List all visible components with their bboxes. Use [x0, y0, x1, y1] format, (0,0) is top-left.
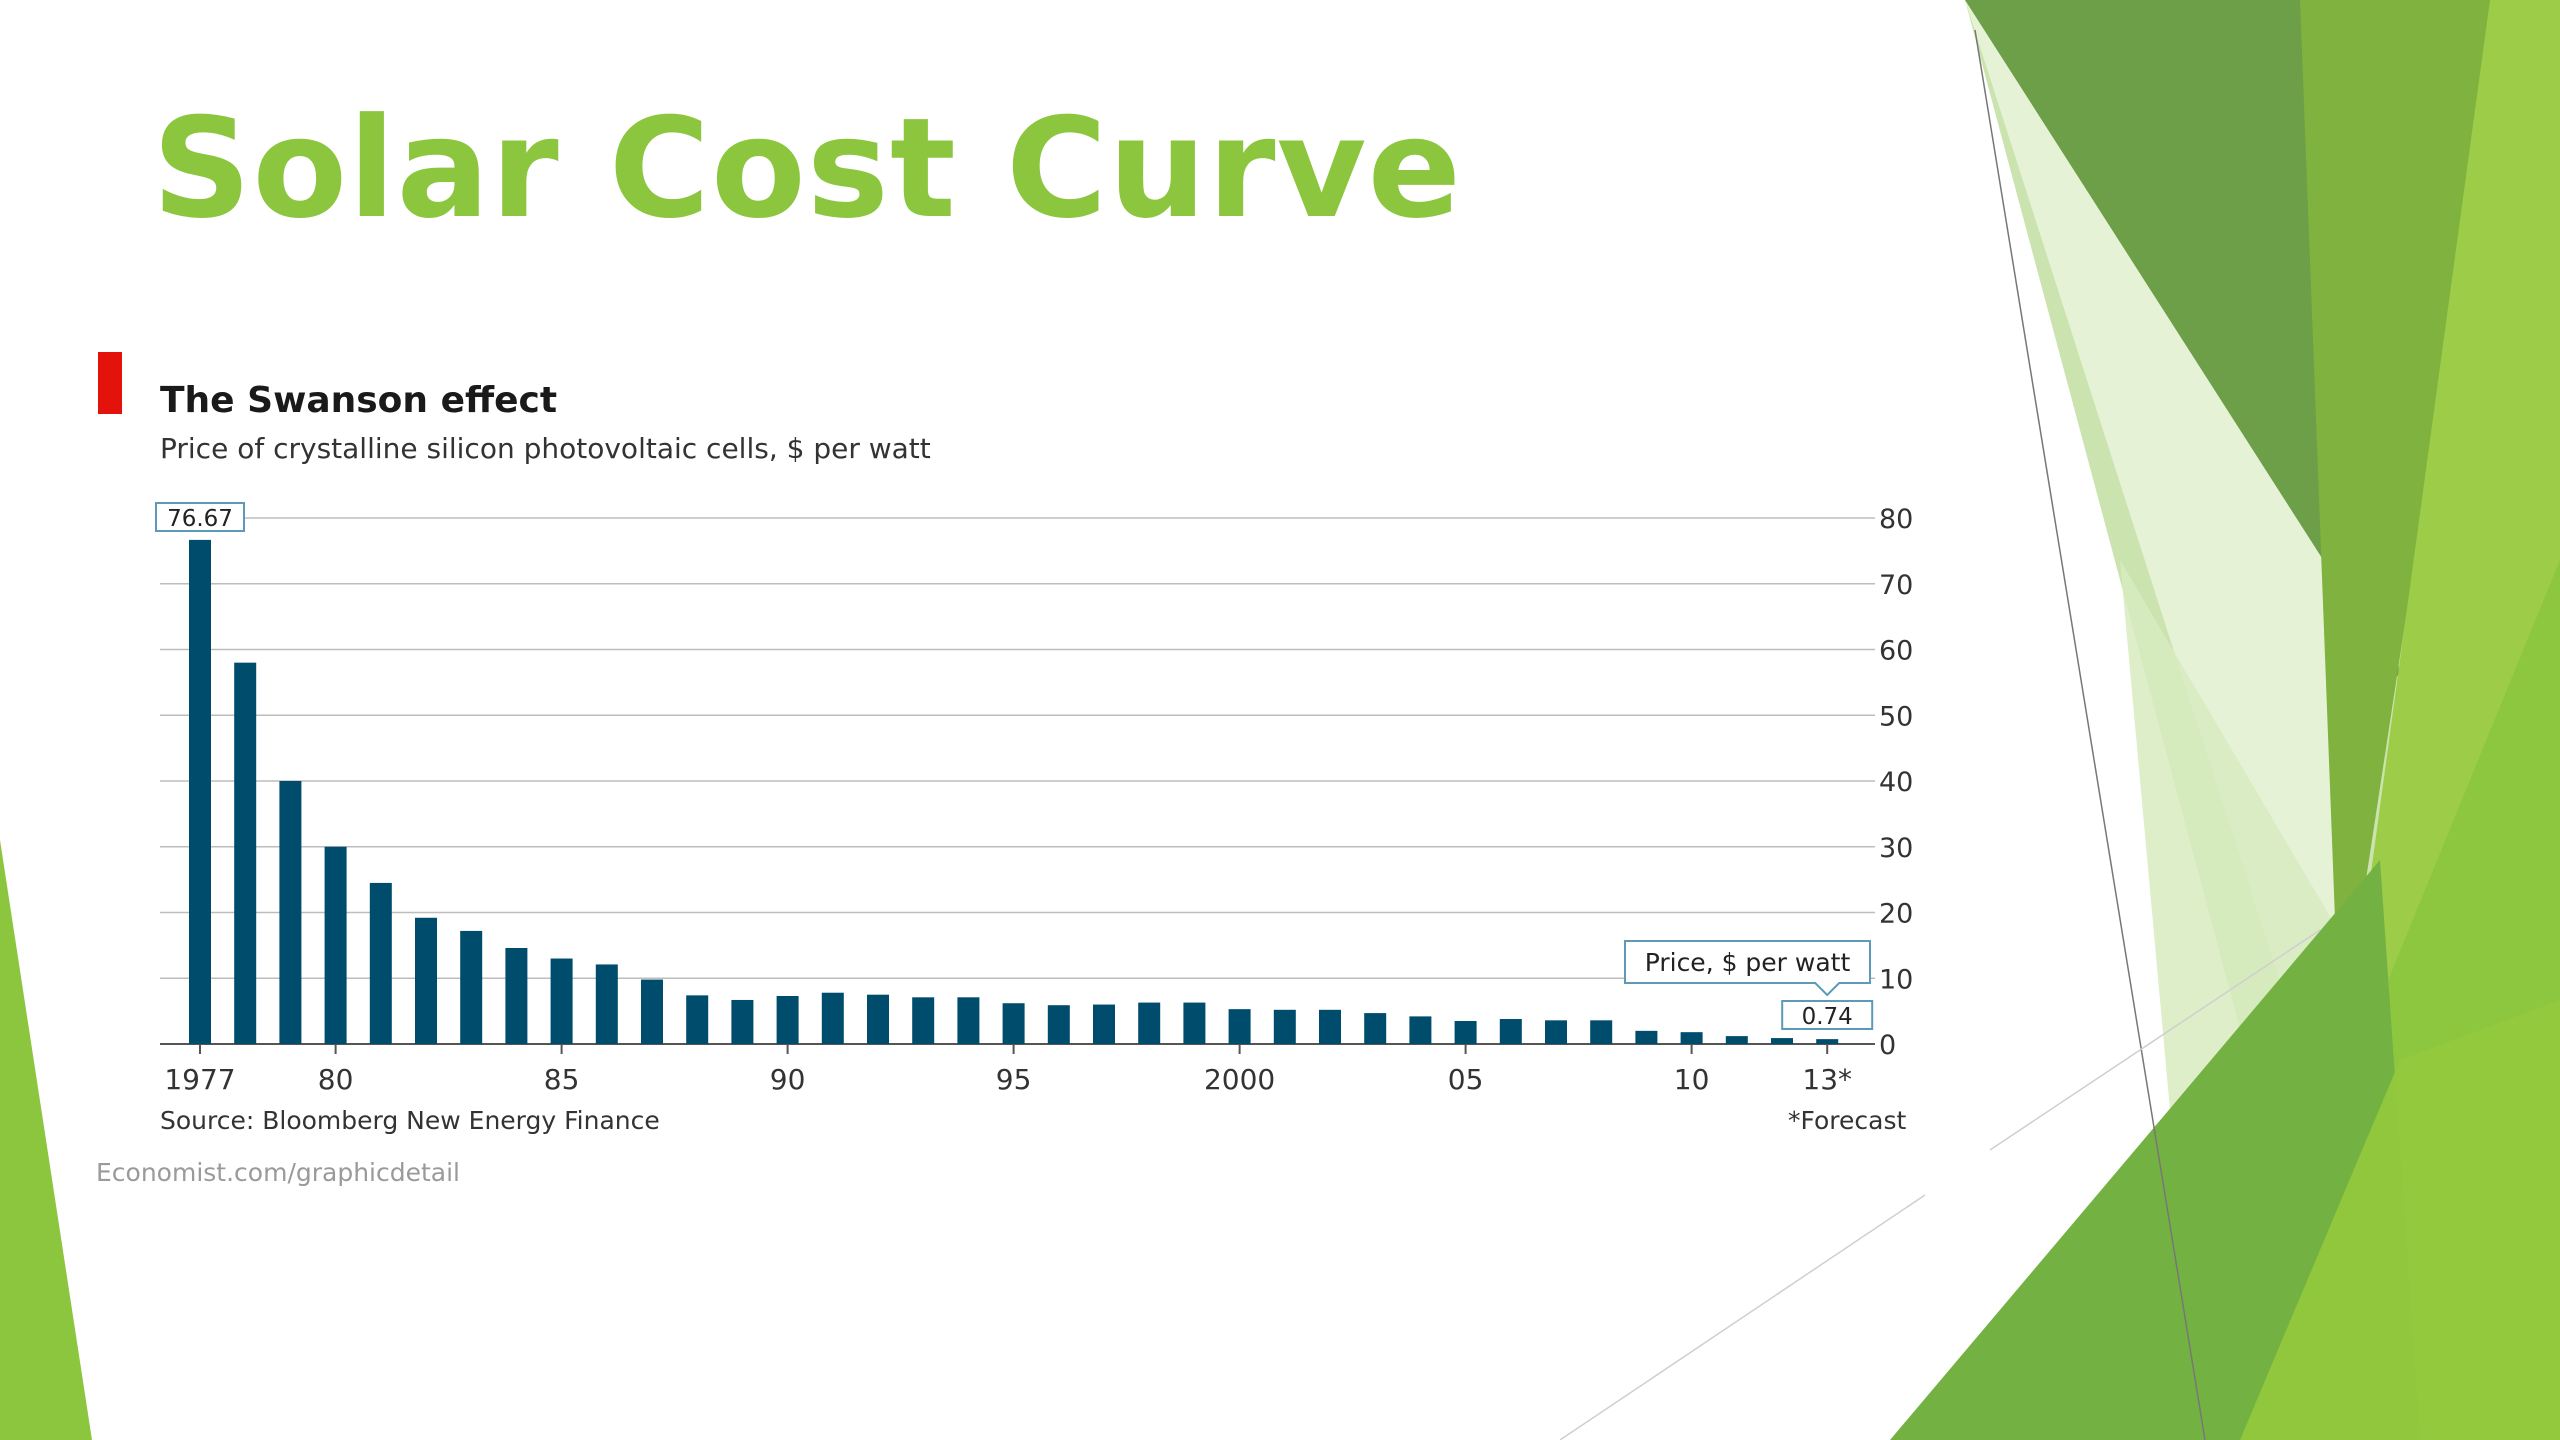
bar [1002, 1003, 1025, 1044]
bar [460, 930, 483, 1044]
chart-footnote: *Forecast [1788, 1106, 1907, 1135]
x-tick-label: 05 [1448, 1063, 1484, 1096]
bar [686, 995, 709, 1044]
y-tick-label: 60 [1879, 636, 1913, 667]
legend-callout-box [1624, 940, 1871, 997]
y-tick-label: 10 [1879, 964, 1913, 995]
chart-credit: Economist.com/graphicdetail [96, 1158, 461, 1187]
bar [1545, 1020, 1567, 1044]
bar [731, 999, 754, 1044]
bar [550, 958, 573, 1044]
bar [1499, 1019, 1522, 1044]
chart-subtitle: Price of crystalline silicon photovoltai… [160, 432, 931, 465]
economist-red-marker [98, 352, 122, 414]
bar [821, 992, 844, 1044]
chart-title: The Swanson effect [160, 380, 558, 421]
bar [1771, 1038, 1793, 1044]
bar [641, 979, 663, 1044]
y-tick-label: 80 [1879, 504, 1913, 535]
bar [1590, 1020, 1613, 1044]
bar [189, 539, 211, 1044]
bar [912, 997, 935, 1044]
bar [957, 997, 980, 1044]
x-tick-label: 1977 [164, 1063, 235, 1096]
bar [776, 996, 799, 1044]
annotation-box [155, 502, 245, 532]
bar [1047, 1005, 1070, 1044]
bar [279, 781, 302, 1044]
x-tick-label: 10 [1674, 1063, 1710, 1096]
bar [1273, 1009, 1296, 1044]
bar [1816, 1039, 1839, 1044]
slide-title: Solar Cost Curve [152, 88, 1463, 249]
x-tick-label: 85 [544, 1063, 580, 1096]
y-tick-label: 50 [1879, 701, 1913, 732]
x-tick-label: 2000 [1204, 1063, 1275, 1096]
bar [1138, 1002, 1161, 1044]
annotation-value-last: 0.74 [1802, 1004, 1853, 1030]
x-tick-label: 90 [770, 1063, 806, 1096]
bar [324, 846, 347, 1044]
legend-callout-label: Price, $ per watt [1645, 948, 1851, 977]
y-tick-label: 0 [1879, 1030, 1896, 1061]
bar [1093, 1004, 1115, 1044]
annotation-value-first: 76.67 [167, 506, 233, 532]
bar [1635, 1030, 1658, 1044]
bar [867, 994, 889, 1044]
bar [1319, 1009, 1341, 1044]
bar [1725, 1036, 1748, 1044]
y-tick-label: 30 [1879, 833, 1913, 864]
bar [415, 917, 437, 1044]
bar [1409, 1016, 1432, 1044]
x-tick-label: 13* [1802, 1063, 1852, 1096]
bar [595, 964, 618, 1044]
bar [505, 948, 528, 1044]
y-tick-label: 70 [1879, 570, 1913, 601]
bar [1228, 1009, 1251, 1044]
y-tick-label: 40 [1879, 767, 1913, 798]
bar [234, 662, 257, 1044]
chart-source: Source: Bloomberg New Energy Finance [160, 1106, 660, 1135]
bar [1364, 1013, 1387, 1044]
bar [369, 882, 392, 1044]
bar [1183, 1002, 1206, 1044]
bar [1680, 1032, 1703, 1044]
annotation-box [1781, 1000, 1874, 1030]
y-tick-label: 20 [1879, 899, 1913, 930]
x-tick-label: 95 [996, 1063, 1032, 1096]
bar [1454, 1020, 1477, 1044]
x-tick-label: 80 [318, 1063, 354, 1096]
